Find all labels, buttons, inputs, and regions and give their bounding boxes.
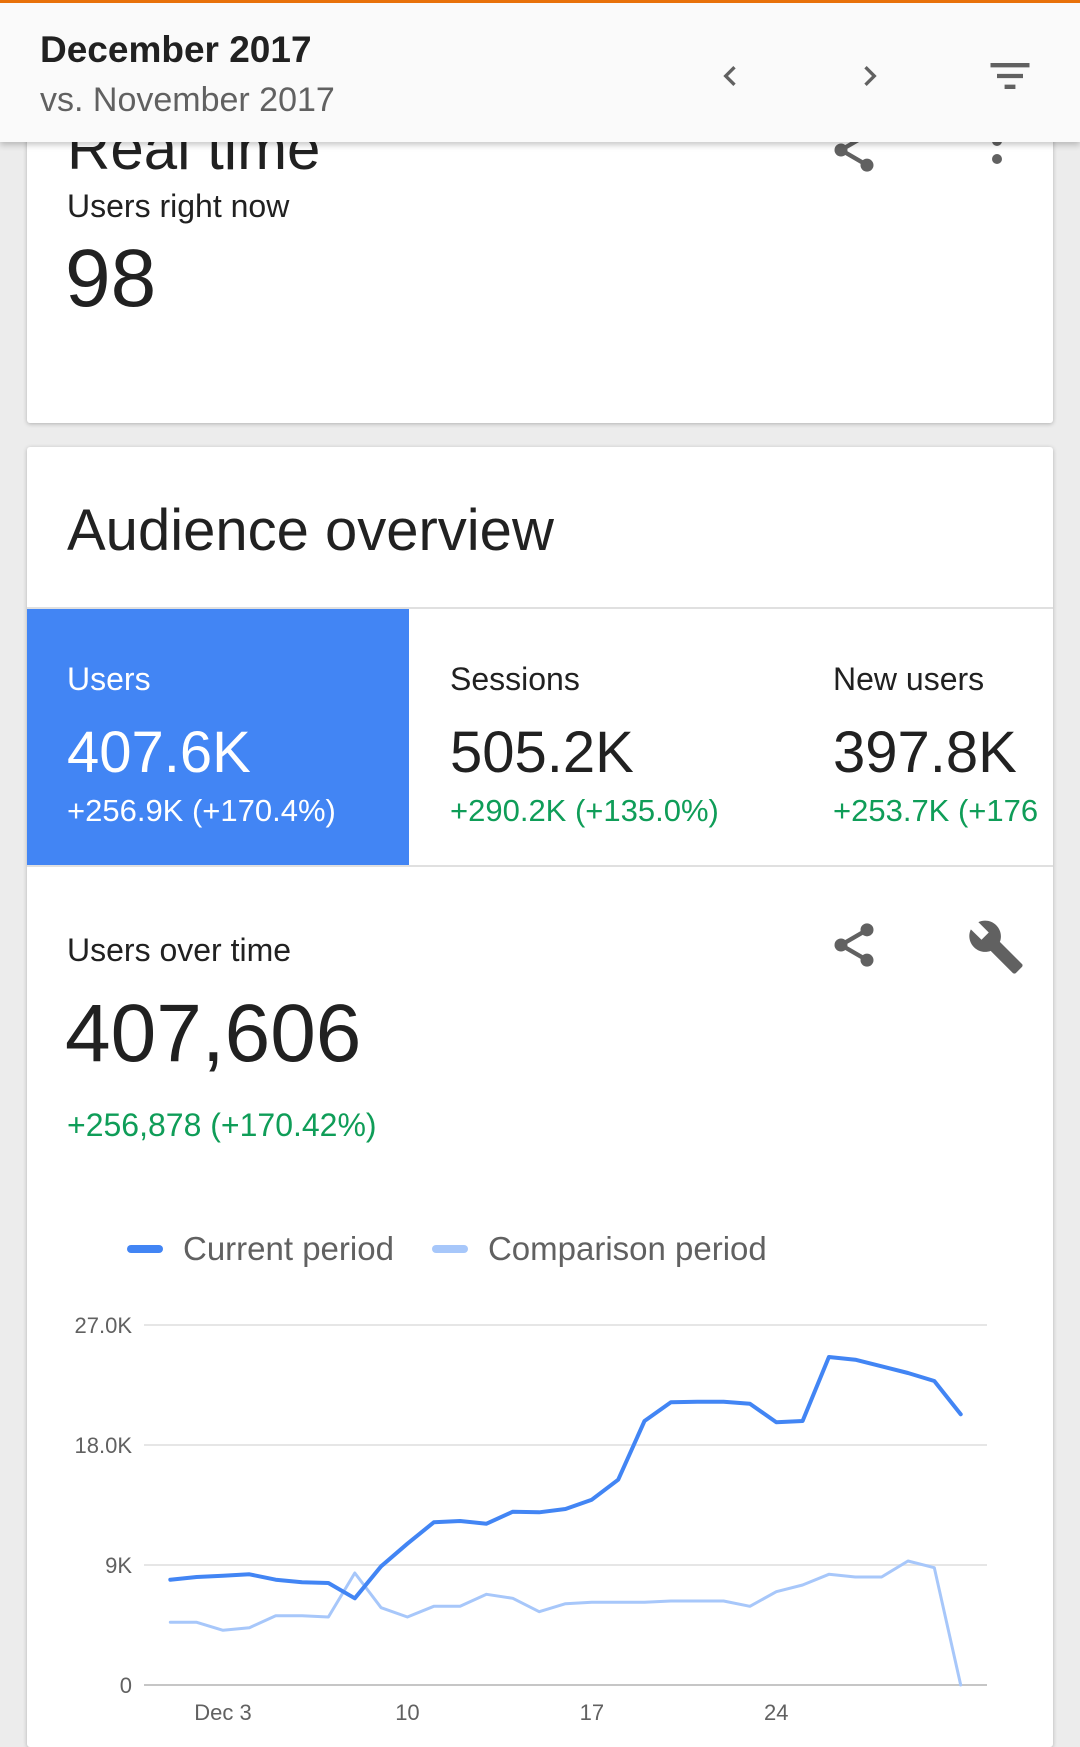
users-over-time-title: Users over time	[67, 932, 292, 968]
y-tick-label: 0	[120, 1673, 132, 1698]
comparison-range-subtitle[interactable]: vs. November 2017	[40, 81, 335, 119]
x-tick-label: 24	[764, 1700, 788, 1725]
metric-value: 505.2K	[450, 720, 634, 785]
metric-tab-new-users[interactable]: New users 397.8K +253.7K (+176	[793, 609, 1053, 865]
users-right-now-value: 98	[65, 233, 157, 324]
chart-legend: Current period Comparison period	[127, 1227, 805, 1271]
realtime-card: Real time Users right now 98	[27, 120, 1053, 423]
date-range-title[interactable]: December 2017	[40, 29, 312, 70]
y-tick-label: 9K	[105, 1553, 132, 1578]
legend-current-period[interactable]: Current period	[127, 1230, 394, 1268]
filter-button[interactable]	[975, 41, 1045, 111]
metric-label: New users	[833, 661, 985, 697]
metric-tab-users[interactable]: Users 407.6K +256.9K (+170.4%)	[27, 609, 409, 865]
users-over-time-delta: +256,878 (+170.42%)	[67, 1107, 377, 1143]
legend-swatch-current	[127, 1245, 163, 1253]
series-line-current	[168, 1355, 963, 1601]
metric-delta: +253.7K (+176	[833, 793, 1039, 828]
filter-icon	[990, 63, 1030, 89]
users-right-now-label: Users right now	[67, 188, 290, 224]
chart-share-button[interactable]	[824, 915, 884, 975]
x-tick-label: 10	[395, 1700, 419, 1725]
wrench-icon	[969, 920, 1023, 974]
metric-delta: +290.2K (+135.0%)	[450, 793, 719, 828]
app-bar: December 2017 vs. November 2017	[0, 0, 1080, 142]
y-tick-label: 27.0K	[75, 1313, 133, 1338]
metric-label: Users	[67, 661, 151, 697]
users-over-time-chart: 0 9K 18.0K 27.0K Dec 3 10 17 24	[75, 1313, 987, 1725]
y-tick-label: 18.0K	[75, 1433, 133, 1458]
metric-value: 397.8K	[833, 720, 1017, 785]
metric-tab-sessions[interactable]: Sessions 505.2K +290.2K (+135.0%)	[410, 609, 792, 865]
chevron-right-icon	[864, 66, 877, 86]
users-over-time-value: 407,606	[65, 988, 362, 1079]
metric-tabs: Users 407.6K +256.9K (+170.4%) Sessions …	[27, 607, 1053, 867]
legend-swatch-comparison	[431, 1245, 468, 1253]
previous-period-button[interactable]	[695, 41, 765, 111]
series-line-comparison	[168, 1559, 963, 1687]
metric-value: 407.6K	[67, 720, 251, 785]
metric-label: Sessions	[450, 661, 580, 697]
chart-customize-button[interactable]	[964, 915, 1028, 979]
share-icon	[834, 923, 874, 967]
x-tick-label: 17	[580, 1700, 604, 1725]
legend-label-comparison: Comparison period	[487, 1230, 767, 1267]
audience-overview-title: Audience overview	[67, 498, 554, 563]
next-period-button[interactable]	[835, 41, 905, 111]
metric-delta: +256.9K (+170.4%)	[67, 793, 336, 828]
chevron-left-icon	[723, 66, 736, 86]
legend-comparison-period[interactable]: Comparison period	[431, 1230, 767, 1268]
legend-label-current: Current period	[183, 1230, 394, 1267]
x-tick-label: Dec 3	[194, 1700, 251, 1725]
audience-overview-card: Audience overview Users 407.6K +256.9K (…	[27, 447, 1053, 1747]
